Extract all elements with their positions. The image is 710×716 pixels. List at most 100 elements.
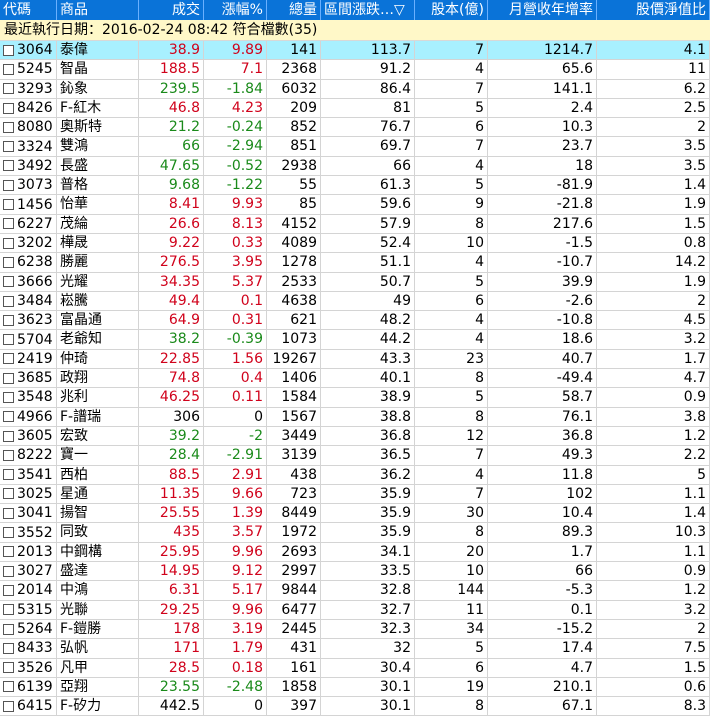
table-row[interactable]: 2419 仲琦 22.85 1.56 19267 43.3 23 40.7 1.7 [0,349,710,370]
table-row[interactable]: 6139 亞翔 23.55 -2.48 1858 30.1 19 210.1 0.6 [0,677,710,698]
table-row[interactable]: 3526 凡甲 28.5 0.18 161 30.4 6 4.7 1.5 [0,658,710,678]
row-checkbox[interactable] [3,604,14,616]
table-row[interactable]: 2013 中鋼構 25.95 9.96 2693 34.1 20 1.7 1.1 [0,542,710,563]
col-header-change[interactable]: 漲幅% [204,0,267,20]
table-row[interactable]: 3041 揚智 25.55 1.39 8449 35.9 30 10.4 1.4 [0,504,710,524]
row-checkbox[interactable] [3,411,14,423]
row-checkbox[interactable] [3,623,14,635]
col-header-code[interactable]: 代碼 [0,0,57,20]
row-checkbox[interactable] [3,199,14,211]
col-header-pb-ratio[interactable]: 股價淨值比 [597,0,710,20]
table-row[interactable]: 3492 長盛 47.65 -0.52 2938 66 4 18 3.5 [0,156,710,177]
revenue-yoy-cell: 40.7 [488,349,597,369]
row-checkbox[interactable] [3,469,14,481]
row-checkbox[interactable] [3,237,14,249]
table-row[interactable]: 6415 F-矽力 442.5 0 397 30.1 8 67.1 8.3 [0,697,710,716]
row-checkbox[interactable] [3,295,14,307]
row-checkbox[interactable] [3,44,14,56]
row-checkbox[interactable] [3,700,14,712]
volume-cell: 852 [267,118,321,137]
stock-code: 3064 [17,42,53,59]
table-row[interactable]: 1456 怡華 8.41 9.93 85 59.6 9 -21.8 1.9 [0,195,710,215]
table-row[interactable]: 3073 普格 9.68 -1.22 55 61.3 5 -81.9 1.4 [0,176,710,196]
name-cell: 樺晟 [57,233,139,253]
volume-cell: 85 [267,195,321,214]
table-row[interactable]: 3605 宏致 39.2 -2 3449 36.8 12 36.8 1.2 [0,426,710,447]
change-cell: 0.1 [204,291,267,311]
row-checkbox[interactable] [3,681,14,693]
row-checkbox[interactable] [3,334,14,346]
row-checkbox[interactable] [3,565,14,577]
row-checkbox[interactable] [3,63,14,75]
table-row[interactable]: 3484 崧騰 49.4 0.1 4638 49 6 -2.6 2 [0,291,710,312]
col-header-capital[interactable]: 股本(億) [415,0,488,20]
row-checkbox[interactable] [3,83,14,95]
stock-code: 3526 [17,659,53,676]
row-checkbox[interactable] [3,584,14,596]
table-row[interactable]: 6238 勝麗 276.5 3.95 1278 51.1 4 -10.7 14.2 [0,253,710,273]
row-checkbox[interactable] [3,507,14,519]
table-row[interactable]: 3666 光耀 34.35 5.37 2533 50.7 5 39.9 1.9 [0,272,710,292]
table-row[interactable]: 5704 老爺知 38.2 -0.39 1073 44.2 4 18.6 3.2 [0,330,710,350]
stock-code: 8080 [17,119,53,136]
col-header-range-change[interactable]: 區間漲跌…▽ [321,0,415,20]
row-checkbox[interactable] [3,527,14,539]
table-row[interactable]: 5315 光聯 29.25 9.96 6477 32.7 11 0.1 3.2 [0,600,710,620]
row-checkbox[interactable] [3,546,14,558]
code-cell: 3025 [0,484,57,504]
table-row[interactable]: 5245 智晶 188.5 7.1 2368 91.2 4 65.6 11 [0,60,710,80]
col-header-price[interactable]: 成交 [139,0,204,20]
row-checkbox[interactable] [3,353,14,365]
pb-ratio-cell: 7.5 [597,639,710,658]
table-row[interactable]: 2014 中鴻 6.31 5.17 9844 32.8 144 -5.3 1.2 [0,581,710,601]
change-cell: 9.93 [204,195,267,214]
table-row[interactable]: 3541 西柏 88.5 2.91 438 36.2 4 11.8 5 [0,465,710,485]
row-checkbox[interactable] [3,276,14,288]
table-row[interactable]: 3548 兆利 46.25 0.11 1584 38.9 5 58.7 0.9 [0,388,710,408]
table-row[interactable]: 3623 富晶通 64.9 0.31 621 48.2 4 -10.8 4.5 [0,311,710,331]
row-checkbox[interactable] [3,102,14,114]
table-row[interactable]: 3685 政翔 74.8 0.4 1406 40.1 8 -49.4 4.7 [0,369,710,389]
table-row[interactable]: 3027 盛達 14.95 9.12 2997 33.5 10 66 0.9 [0,562,710,582]
price-cell: 188.5 [139,60,204,79]
table-row[interactable]: 6227 茂綸 26.6 8.13 4152 57.9 8 217.6 1.5 [0,214,710,234]
table-row[interactable]: 8433 弘帆 171 1.79 431 32 5 17.4 7.5 [0,639,710,659]
col-header-revenue-yoy[interactable]: 月營收年增率 [488,0,597,20]
col-header-volume[interactable]: 總量 [267,0,321,20]
table-row[interactable]: 3324 雙鴻 66 -2.94 851 69.7 7 23.7 3.5 [0,137,710,157]
row-checkbox[interactable] [3,218,14,230]
table-row[interactable]: 5264 F-鎧勝 178 3.19 2445 32.3 34 -15.2 2 [0,619,710,640]
pb-ratio-cell: 3.5 [597,156,710,176]
row-checkbox[interactable] [3,256,14,268]
code-cell: 6139 [0,677,57,697]
change-cell: -1.84 [204,79,267,98]
row-checkbox[interactable] [3,121,14,133]
row-checkbox[interactable] [3,372,14,384]
stock-code: 8222 [17,447,53,464]
row-checkbox[interactable] [3,488,14,500]
table-row[interactable]: 3064 泰偉 38.9 9.89 141 113.7 7 1214.7 4.1 [0,41,710,61]
table-row[interactable]: 8080 奧斯特 21.2 -0.24 852 76.7 6 10.3 2 [0,118,710,138]
pb-ratio-cell: 1.5 [597,214,710,233]
table-row[interactable]: 3552 同致 435 3.57 1972 35.9 8 89.3 10.3 [0,523,710,543]
row-checkbox[interactable] [3,662,14,674]
row-checkbox[interactable] [3,141,14,153]
pb-ratio-cell: 1.5 [597,658,710,677]
table-row[interactable]: 3025 星通 11.35 9.66 723 35.9 7 102 1.1 [0,484,710,505]
table-row[interactable]: 8426 F-紅木 46.8 4.23 209 81 5 2.4 2.5 [0,98,710,119]
table-row[interactable]: 3202 樺晟 9.22 0.33 4089 52.4 10 -1.5 0.8 [0,233,710,254]
row-checkbox[interactable] [3,430,14,442]
table-row[interactable]: 4966 F-譜瑞 306 0 1567 38.8 8 76.1 3.8 [0,407,710,427]
row-checkbox[interactable] [3,391,14,403]
row-checkbox[interactable] [3,449,14,461]
table-row[interactable]: 8222 寶一 28.4 -2.91 3139 36.5 7 49.3 2.2 [0,446,710,466]
row-checkbox[interactable] [3,642,14,654]
change-cell: 1.79 [204,639,267,658]
row-checkbox[interactable] [3,160,14,172]
col-header-name[interactable]: 商品 [57,0,139,20]
table-row[interactable]: 3293 鈊象 239.5 -1.84 6032 86.4 7 141.1 6.2 [0,79,710,99]
row-checkbox[interactable] [3,314,14,326]
capital-cell: 7 [415,41,488,60]
row-checkbox[interactable] [3,179,14,191]
